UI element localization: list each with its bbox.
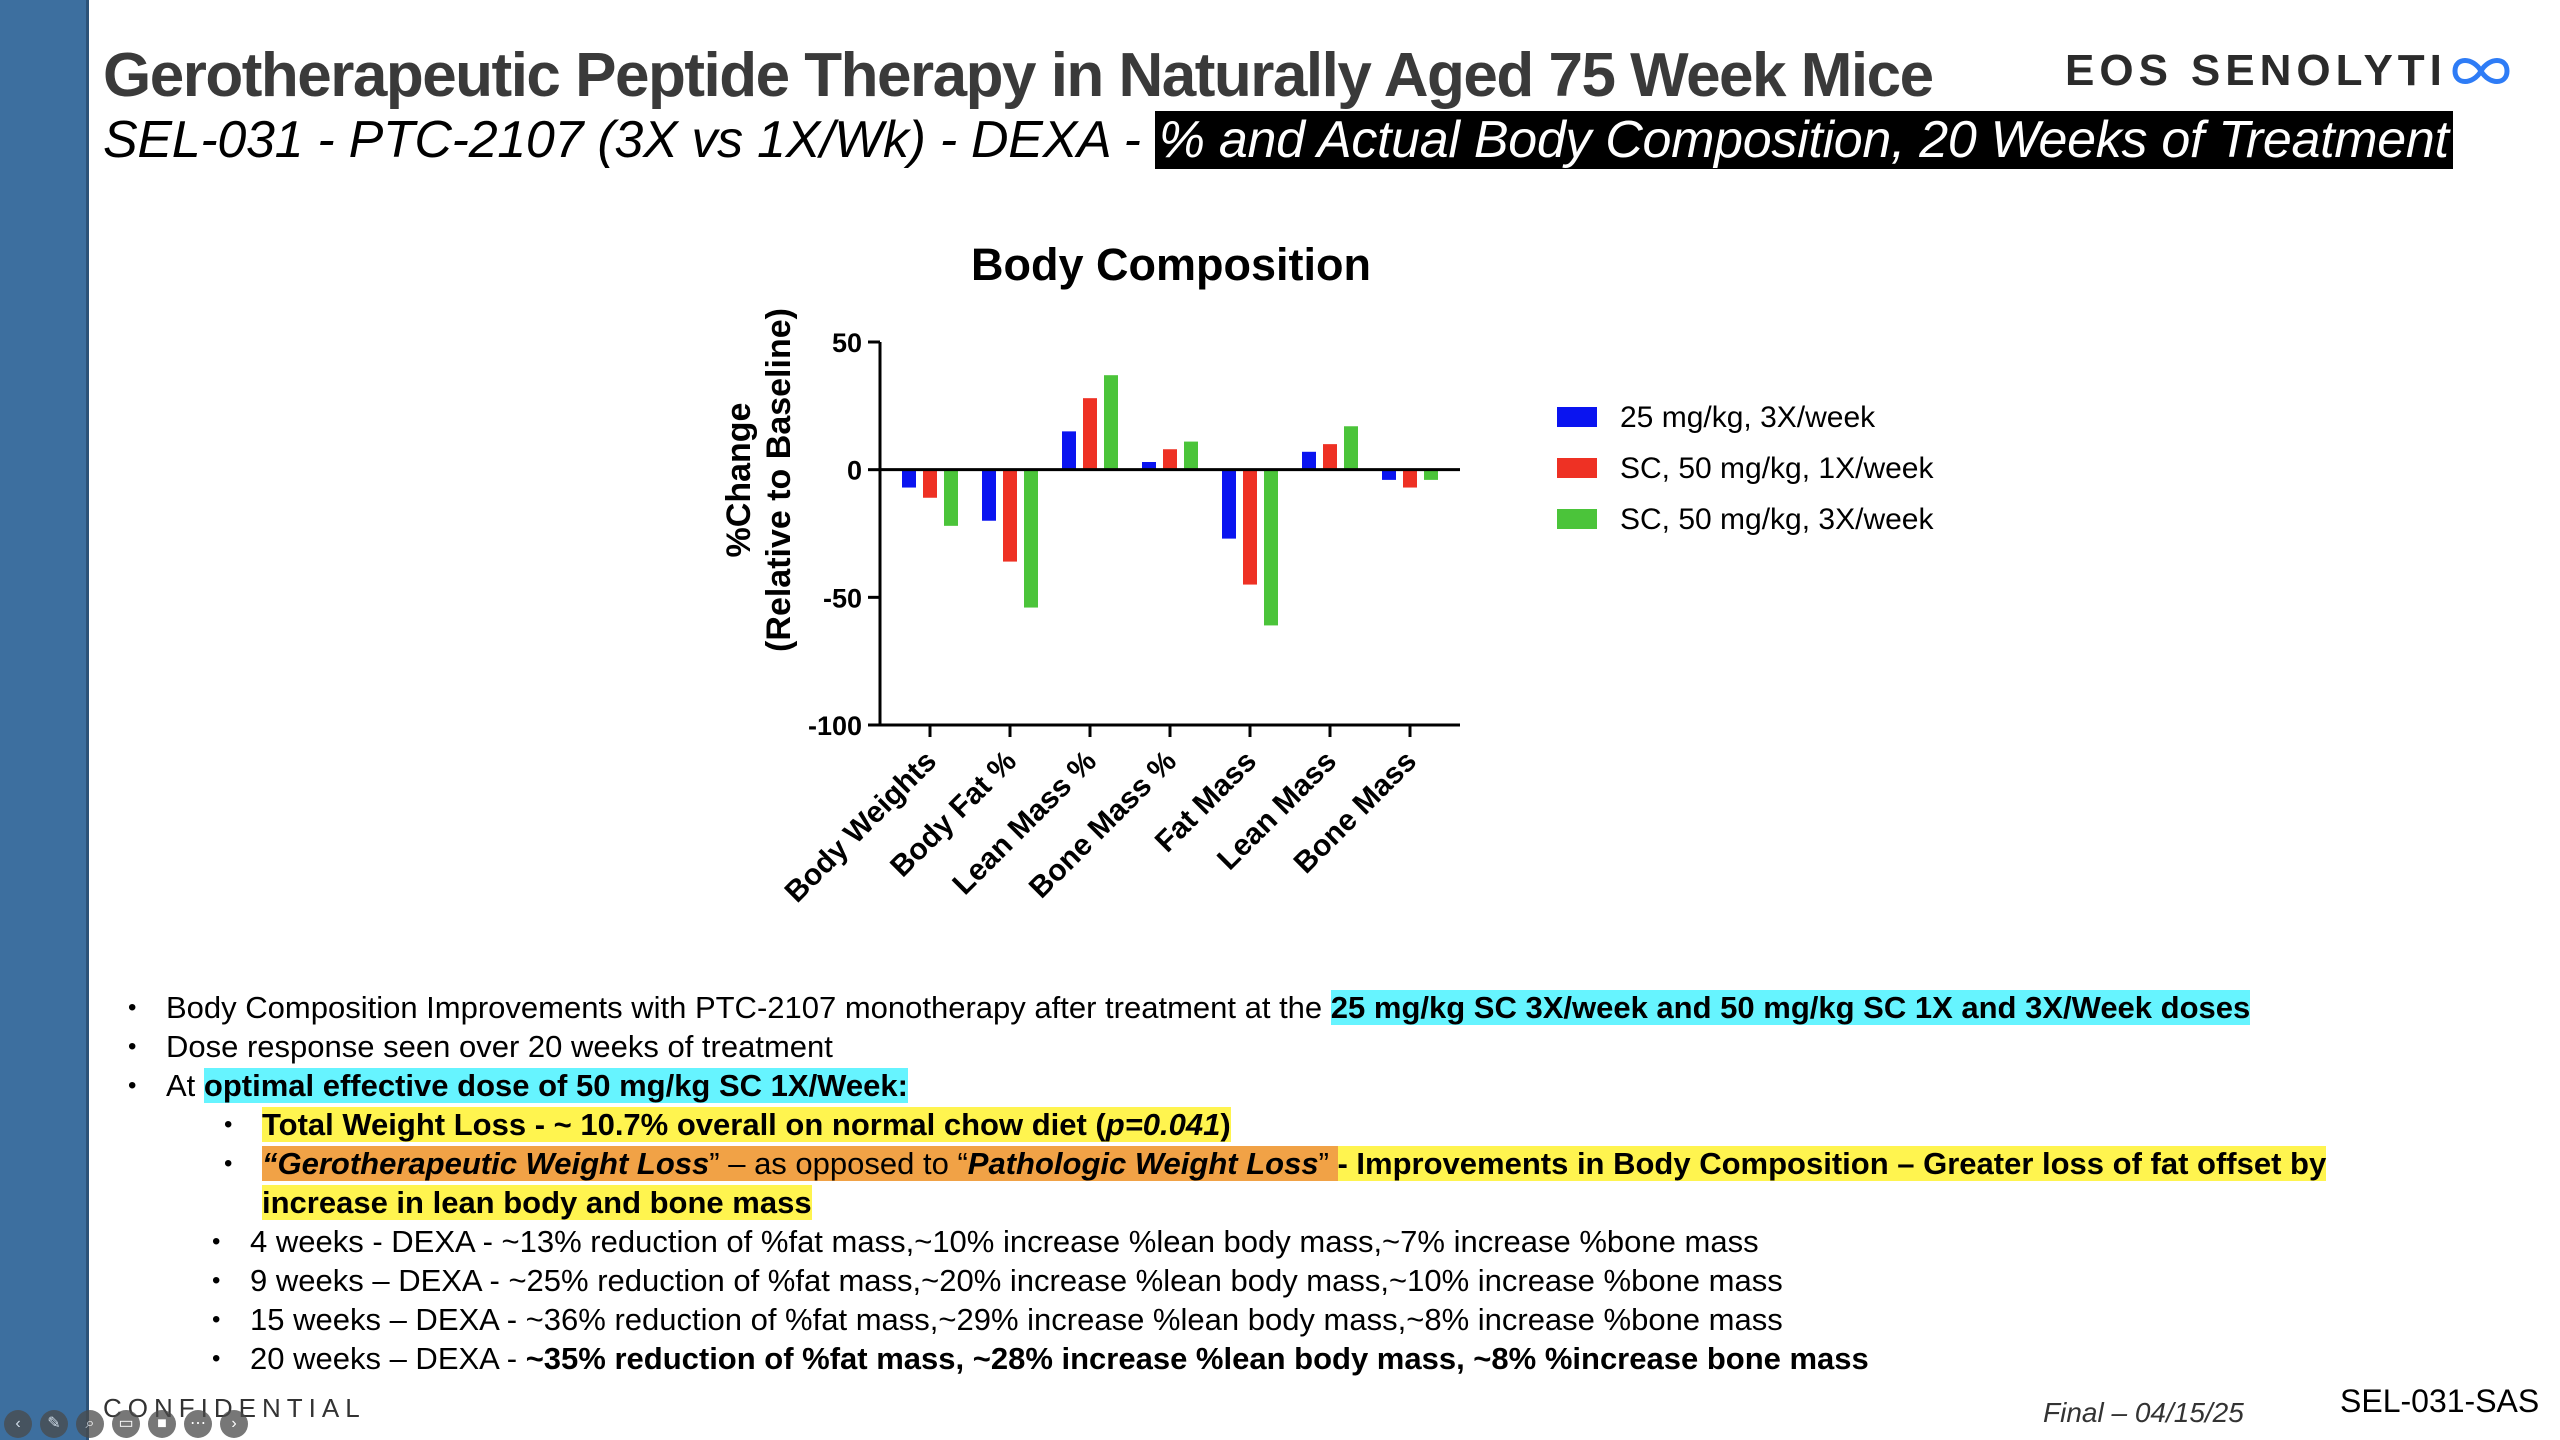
- company-logo: EOS SENOLYTI: [2065, 46, 2513, 96]
- bar: [1344, 426, 1358, 470]
- logo-eos: EOS: [2065, 46, 2173, 95]
- x-tick-label: Lean Mass %: [946, 745, 1103, 902]
- legend-swatch: [1557, 407, 1597, 427]
- more-icon[interactable]: ⋯: [184, 1410, 212, 1438]
- bar: [1424, 469, 1438, 480]
- bullet-text: 20 weeks – DEXA -: [250, 1341, 526, 1376]
- sub-bullet-item: • Total Weight Loss - ~ 10.7% overall on …: [120, 1105, 2470, 1144]
- bar: [1323, 444, 1337, 470]
- bullet-dot: •: [212, 1345, 221, 1372]
- week-item: • 15 weeks – DEXA - ~36% reduction of %fa…: [120, 1300, 2470, 1339]
- slide-subtitle: SEL-031 - PTC-2107 (3X vs 1X/Wk) - DEXA …: [103, 110, 2453, 170]
- body-composition-chart: Body Composition %Change (Relative to Ba…: [720, 239, 1934, 909]
- legend-swatch: [1557, 458, 1597, 478]
- bar: [1163, 449, 1177, 470]
- bullet-highlight: - Improvements in Body Composition – Gre…: [1337, 1146, 2327, 1181]
- subtitle-highlight: % and Actual Body Composition, 20 Weeks …: [1154, 111, 2453, 169]
- bar: [1003, 469, 1017, 562]
- bullet-dot: •: [212, 1267, 221, 1294]
- y-tick-label: -50: [823, 583, 862, 613]
- bar: [1104, 375, 1118, 470]
- zoom-icon[interactable]: ⌕: [76, 1410, 104, 1438]
- bar: [1142, 462, 1156, 470]
- bullet-text: 9 weeks – DEXA - ~25% reduction of %fat …: [250, 1263, 1783, 1298]
- y-axis: 50 0 -50 -100: [808, 328, 882, 741]
- legend-label: SC, 50 mg/kg, 3X/week: [1620, 503, 1934, 536]
- bar: [1403, 469, 1417, 488]
- bar: [902, 469, 916, 488]
- bars: [902, 375, 1438, 626]
- bar: [1083, 398, 1097, 470]
- bullet-item: • Dose response seen over 20 weeks of tre…: [120, 1027, 2470, 1066]
- p-value: p=0.041: [1105, 1107, 1221, 1142]
- bullet-item: • At optimal effective dose of 50 mg/kg S…: [120, 1066, 2470, 1105]
- y-axis-label: %Change (Relative to Baseline): [720, 308, 798, 652]
- y-tick-label: 50: [832, 328, 862, 358]
- pathologic-label: Pathologic Weight Loss: [967, 1146, 1319, 1181]
- bullet-text: Body Composition Improvements with PTC-2…: [166, 990, 1331, 1025]
- bullet-text: ): [1220, 1107, 1231, 1142]
- slide-title: Gerotherapeutic Peptide Therapy in Natur…: [103, 41, 1934, 110]
- bullet-text: ” – as opposed to “: [709, 1146, 968, 1181]
- bar: [1184, 441, 1198, 470]
- bullet-highlight: increase in lean body and bone mass: [262, 1185, 812, 1220]
- camera-icon[interactable]: ■: [148, 1410, 176, 1438]
- week-item: • 20 weeks – DEXA - ~35% reduction of %fa…: [120, 1339, 2470, 1378]
- week-item: • 9 weeks – DEXA - ~25% reduction of %fat…: [120, 1261, 2470, 1300]
- logo-brand: SENOLYTI: [2190, 46, 2447, 95]
- back-icon[interactable]: ‹: [4, 1410, 32, 1438]
- presentation-toolbar: ‹ ✎ ⌕ ▭ ■ ⋯ ›: [4, 1410, 248, 1438]
- bar: [1264, 469, 1278, 626]
- bar: [944, 469, 958, 526]
- forward-icon[interactable]: ›: [220, 1410, 248, 1438]
- bar: [1302, 451, 1316, 470]
- legend-swatch: [1557, 509, 1597, 529]
- gerotherapeutic-label: “Gerotherapeutic Weight Loss: [262, 1146, 710, 1181]
- bullet-text: At: [166, 1068, 204, 1103]
- sub-bullet-continuation: increase in lean body and bone mass: [120, 1183, 2470, 1222]
- y-axis-label-line2: (Relative to Baseline): [760, 308, 798, 652]
- bullet-dot: •: [128, 994, 137, 1021]
- bar: [1062, 431, 1076, 470]
- bullet-dot: •: [224, 1150, 233, 1177]
- bullet-text: 4 weeks - DEXA - ~13% reduction of %fat …: [250, 1224, 1759, 1259]
- bullet-highlight: optimal effective dose of 50 mg/kg SC 1X…: [203, 1068, 908, 1103]
- chart-title: Body Composition: [971, 239, 1371, 290]
- final-date: Final – 04/15/25: [2043, 1397, 2244, 1428]
- bar: [1222, 469, 1236, 539]
- bar: [923, 469, 937, 498]
- bullet-dot: •: [128, 1072, 137, 1099]
- sub-bullet-item: • “Gerotherapeutic Weight Loss” – as oppo…: [120, 1144, 2470, 1183]
- slide-id: SEL-031-SAS: [2340, 1383, 2540, 1419]
- legend-label: SC, 50 mg/kg, 1X/week: [1620, 452, 1934, 485]
- y-tick-label: -100: [808, 711, 862, 741]
- bar: [1024, 469, 1038, 608]
- bar: [1243, 469, 1257, 585]
- bullet-text: Total Weight Loss - ~ 10.7% overall on n…: [262, 1107, 1106, 1142]
- bar: [982, 469, 996, 521]
- bullet-list: • Body Composition Improvements with PTC-…: [120, 988, 2470, 1378]
- subtitle-plain: SEL-031 - PTC-2107 (3X vs 1X/Wk) - DEXA …: [103, 111, 1155, 169]
- bullet-text: Dose response seen over 20 weeks of trea…: [166, 1029, 833, 1064]
- bar: [1382, 469, 1396, 480]
- infinity-icon: [2452, 58, 2510, 84]
- week-item: • 4 weeks - DEXA - ~13% reduction of %fat…: [120, 1222, 2470, 1261]
- left-accent-bar: [0, 0, 89, 1440]
- bullet-dot: •: [212, 1306, 221, 1333]
- bullet-text: 15 weeks – DEXA - ~36% reduction of %fat…: [250, 1302, 1783, 1337]
- pen-icon[interactable]: ✎: [40, 1410, 68, 1438]
- y-axis-label-line1: %Change: [720, 403, 758, 558]
- legend-label: 25 mg/kg, 3X/week: [1620, 401, 1876, 434]
- bullet-bold: ~35% reduction of %fat mass, ~28% increa…: [525, 1341, 1869, 1376]
- captions-icon[interactable]: ▭: [112, 1410, 140, 1438]
- bullet-dot: •: [224, 1111, 233, 1138]
- legend: 25 mg/kg, 3X/week SC, 50 mg/kg, 1X/week SC…: [1557, 401, 1934, 536]
- bullet-dot: •: [212, 1228, 221, 1255]
- bullet-dot: •: [128, 1033, 137, 1060]
- bullet-item: • Body Composition Improvements with PTC-…: [120, 988, 2470, 1027]
- bullet-text: ”: [1318, 1146, 1338, 1181]
- y-tick-label: 0: [847, 456, 862, 486]
- bullet-highlight: 25 mg/kg SC 3X/week and 50 mg/kg SC 1X a…: [1330, 990, 2251, 1025]
